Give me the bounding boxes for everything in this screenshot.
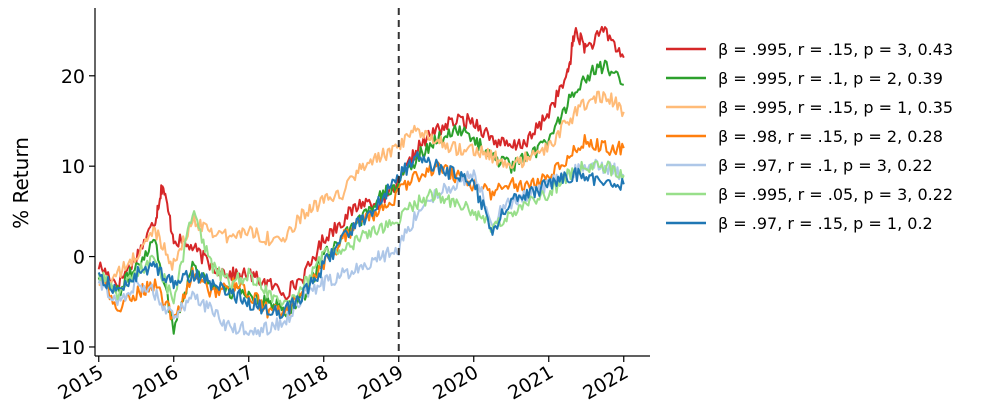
legend-entry-label: β = .995, r = .1, p = 2, 0.39 <box>718 69 943 88</box>
legend-entry-label: β = .995, r = .15, p = 1, 0.35 <box>718 98 953 117</box>
legend-entry-label: β = .995, r = .05, p = 3, 0.22 <box>718 185 953 204</box>
series-lines <box>97 25 625 338</box>
series-line <box>97 151 625 319</box>
x-tick-label: 2019 <box>354 361 407 404</box>
x-tick-label: 2022 <box>579 361 632 404</box>
x-tick-label: 2015 <box>54 361 107 404</box>
x-tick-label: 2016 <box>129 361 182 404</box>
y-tick-label: 10 <box>61 156 85 178</box>
legend-entry-label: β = .995, r = .15, p = 3, 0.43 <box>718 40 953 59</box>
x-tick-label: 2018 <box>279 361 332 404</box>
x-axis-ticks: 2015 2016 2017 2018 2019 2020 2021 2022 <box>54 356 632 405</box>
y-tick-label: 20 <box>61 66 85 88</box>
x-tick-label: 2020 <box>429 361 482 404</box>
series-line <box>97 25 625 301</box>
legend-entry-label: β = .98, r = .15, p = 2, 0.28 <box>718 127 943 146</box>
series-line <box>97 160 625 307</box>
x-tick-label: 2017 <box>204 361 257 404</box>
x-tick-label: 2021 <box>504 361 557 404</box>
axes: 2015 2016 2017 2018 2019 2020 2021 2022 −10 0 10 2… <box>45 8 650 405</box>
legend-entry-label: β = .97, r = .1, p = 3, 0.22 <box>718 156 933 175</box>
legend: β = .995, r = .15, p = 3, 0.43 β = .995, … <box>666 40 953 233</box>
series-line <box>98 134 625 321</box>
legend-entry-label: β = .97, r = .15, p = 1, 0.2 <box>718 214 933 233</box>
y-axis-ticks: −10 0 10 20 <box>45 66 95 359</box>
y-tick-label: −10 <box>45 337 85 359</box>
y-tick-label: 0 <box>73 247 85 269</box>
y-axis-title: % Return <box>9 137 33 229</box>
